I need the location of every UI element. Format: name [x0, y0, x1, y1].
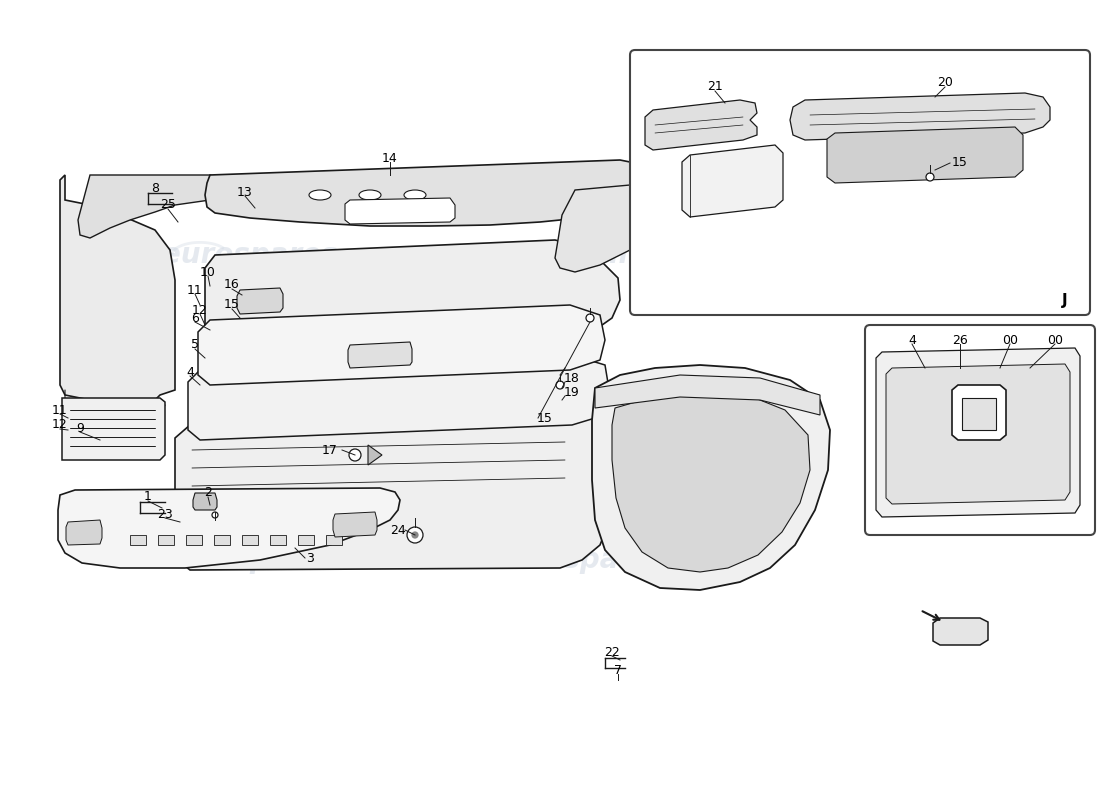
Text: 17: 17 [322, 443, 338, 457]
Text: 11: 11 [52, 403, 68, 417]
Text: 15: 15 [224, 298, 240, 311]
Text: 2: 2 [205, 486, 212, 499]
Polygon shape [595, 375, 820, 415]
Polygon shape [348, 342, 412, 368]
Text: 25: 25 [161, 198, 176, 211]
Polygon shape [645, 100, 757, 150]
Polygon shape [886, 364, 1070, 504]
Polygon shape [952, 385, 1006, 440]
Circle shape [926, 173, 934, 181]
Polygon shape [876, 348, 1080, 517]
Polygon shape [66, 520, 102, 545]
Polygon shape [345, 198, 455, 224]
Polygon shape [368, 445, 382, 465]
Text: 13: 13 [238, 186, 253, 198]
Circle shape [212, 512, 218, 518]
Text: 7: 7 [614, 663, 622, 677]
Polygon shape [933, 618, 988, 645]
Text: 11: 11 [187, 283, 202, 297]
FancyBboxPatch shape [630, 50, 1090, 315]
Polygon shape [186, 535, 202, 545]
Circle shape [349, 449, 361, 461]
Polygon shape [188, 355, 610, 440]
Polygon shape [158, 535, 174, 545]
Text: J: J [1063, 293, 1068, 307]
Text: 00: 00 [1047, 334, 1063, 346]
Polygon shape [333, 512, 377, 537]
Polygon shape [62, 398, 165, 460]
Ellipse shape [359, 190, 381, 200]
Text: 00: 00 [1002, 334, 1018, 346]
Ellipse shape [404, 190, 426, 200]
Polygon shape [130, 535, 146, 545]
Text: 23: 23 [157, 507, 173, 521]
Polygon shape [236, 288, 283, 314]
Text: 6: 6 [191, 311, 199, 325]
Text: 21: 21 [707, 81, 723, 94]
Polygon shape [682, 145, 783, 217]
Polygon shape [592, 365, 830, 590]
Text: 4: 4 [909, 334, 916, 346]
Polygon shape [962, 398, 996, 430]
Circle shape [412, 532, 418, 538]
Text: 15: 15 [953, 157, 968, 170]
Polygon shape [298, 535, 314, 545]
Text: 8: 8 [151, 182, 160, 194]
Polygon shape [827, 127, 1023, 183]
Text: 20: 20 [937, 77, 953, 90]
Text: 19: 19 [564, 386, 580, 398]
Text: 22: 22 [604, 646, 620, 658]
Text: 9: 9 [76, 422, 84, 434]
Circle shape [586, 314, 594, 322]
Text: 4: 4 [186, 366, 194, 378]
Circle shape [407, 527, 424, 543]
Text: 18: 18 [564, 371, 580, 385]
Text: 3: 3 [306, 551, 313, 565]
Ellipse shape [309, 190, 331, 200]
Circle shape [556, 381, 564, 389]
Polygon shape [270, 535, 286, 545]
Polygon shape [175, 408, 620, 570]
Text: 14: 14 [382, 151, 398, 165]
Polygon shape [242, 535, 258, 545]
Text: 1: 1 [144, 490, 152, 503]
Text: eurospares: eurospares [163, 241, 338, 269]
Polygon shape [790, 93, 1050, 140]
Text: 16: 16 [224, 278, 240, 291]
Polygon shape [214, 535, 230, 545]
Text: 12: 12 [192, 303, 208, 317]
FancyBboxPatch shape [865, 325, 1094, 535]
Text: 5: 5 [191, 338, 199, 351]
Text: 26: 26 [953, 334, 968, 346]
Text: eurospares: eurospares [493, 241, 668, 269]
Text: 15: 15 [537, 411, 553, 425]
Text: 10: 10 [200, 266, 216, 278]
Polygon shape [205, 160, 635, 226]
Polygon shape [556, 185, 635, 272]
Polygon shape [60, 175, 175, 400]
Text: eurospares: eurospares [163, 546, 338, 574]
Text: eurospares: eurospares [493, 546, 668, 574]
Polygon shape [58, 488, 400, 568]
Polygon shape [192, 493, 217, 510]
Polygon shape [612, 390, 810, 572]
Polygon shape [78, 175, 220, 238]
Polygon shape [326, 535, 342, 545]
Text: 24: 24 [390, 523, 406, 537]
Polygon shape [198, 305, 605, 385]
Text: 12: 12 [52, 418, 68, 431]
Polygon shape [205, 240, 620, 360]
